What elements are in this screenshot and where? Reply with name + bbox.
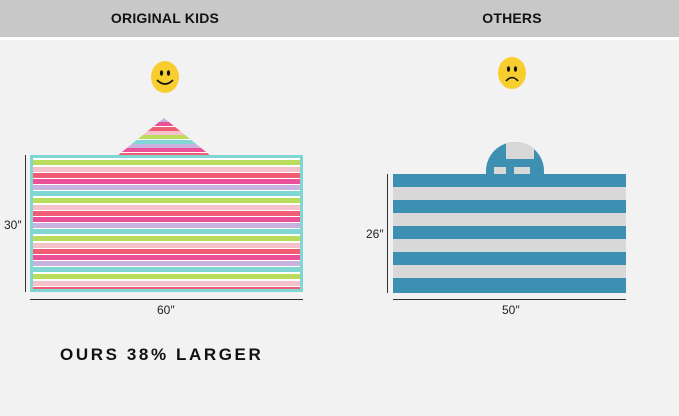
height-dimension-line (387, 174, 388, 293)
others-towel-image (393, 174, 626, 293)
original-kids-towel-image (30, 155, 303, 292)
right-height-label: 26″ (366, 227, 384, 241)
happy-face-icon (151, 61, 179, 93)
right-width-label: 50″ (502, 303, 520, 317)
height-dimension-line (25, 155, 26, 292)
sad-face-icon (498, 57, 526, 89)
size-claim-text: OURS 38% LARGER (60, 345, 264, 364)
header-bar: ORIGINAL KIDS OTHERS (0, 0, 679, 40)
width-dimension-line (393, 299, 626, 300)
right-column-title: OTHERS (482, 10, 542, 26)
width-dimension-line (30, 299, 303, 300)
blue-towel-hood (486, 142, 544, 175)
left-width-label: 60″ (157, 303, 175, 317)
left-column-title: ORIGINAL KIDS (110, 10, 220, 26)
left-height-label: 30″ (4, 218, 22, 232)
striped-towel-hood (117, 118, 211, 156)
